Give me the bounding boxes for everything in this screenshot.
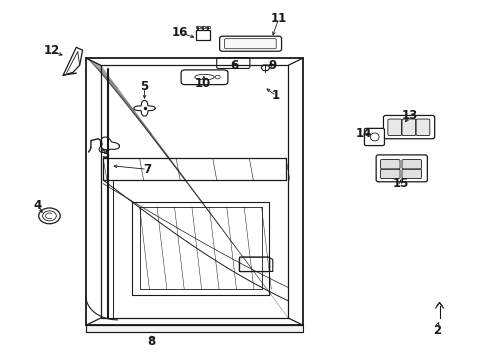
- Text: 6: 6: [230, 59, 238, 72]
- Bar: [195, 30, 210, 40]
- FancyBboxPatch shape: [415, 119, 429, 135]
- Text: 14: 14: [355, 127, 371, 140]
- Bar: [201, 26, 204, 28]
- Bar: [86, 324, 303, 332]
- FancyBboxPatch shape: [216, 58, 249, 68]
- Text: 10: 10: [195, 77, 211, 90]
- Text: 3: 3: [102, 148, 109, 161]
- Bar: [196, 26, 200, 28]
- FancyBboxPatch shape: [375, 155, 427, 182]
- FancyBboxPatch shape: [401, 169, 421, 179]
- FancyBboxPatch shape: [224, 39, 276, 49]
- Text: 16: 16: [172, 27, 188, 40]
- FancyBboxPatch shape: [364, 129, 384, 145]
- FancyBboxPatch shape: [401, 159, 421, 169]
- Text: 7: 7: [142, 163, 151, 176]
- Text: 4: 4: [33, 199, 41, 212]
- FancyBboxPatch shape: [383, 116, 434, 139]
- FancyBboxPatch shape: [387, 119, 401, 135]
- Text: 2: 2: [432, 324, 440, 337]
- Text: 1: 1: [272, 89, 280, 102]
- FancyBboxPatch shape: [401, 119, 415, 135]
- FancyBboxPatch shape: [181, 70, 227, 85]
- Text: 5: 5: [140, 80, 148, 93]
- Text: 8: 8: [147, 335, 156, 348]
- FancyBboxPatch shape: [380, 159, 399, 169]
- Bar: [205, 26, 209, 28]
- Text: 15: 15: [391, 177, 408, 190]
- FancyBboxPatch shape: [380, 169, 399, 179]
- FancyBboxPatch shape: [239, 257, 269, 272]
- Text: 12: 12: [44, 44, 60, 57]
- Text: 9: 9: [268, 59, 276, 72]
- Text: 11: 11: [270, 12, 286, 25]
- Text: 13: 13: [401, 109, 418, 122]
- FancyBboxPatch shape: [219, 36, 281, 51]
